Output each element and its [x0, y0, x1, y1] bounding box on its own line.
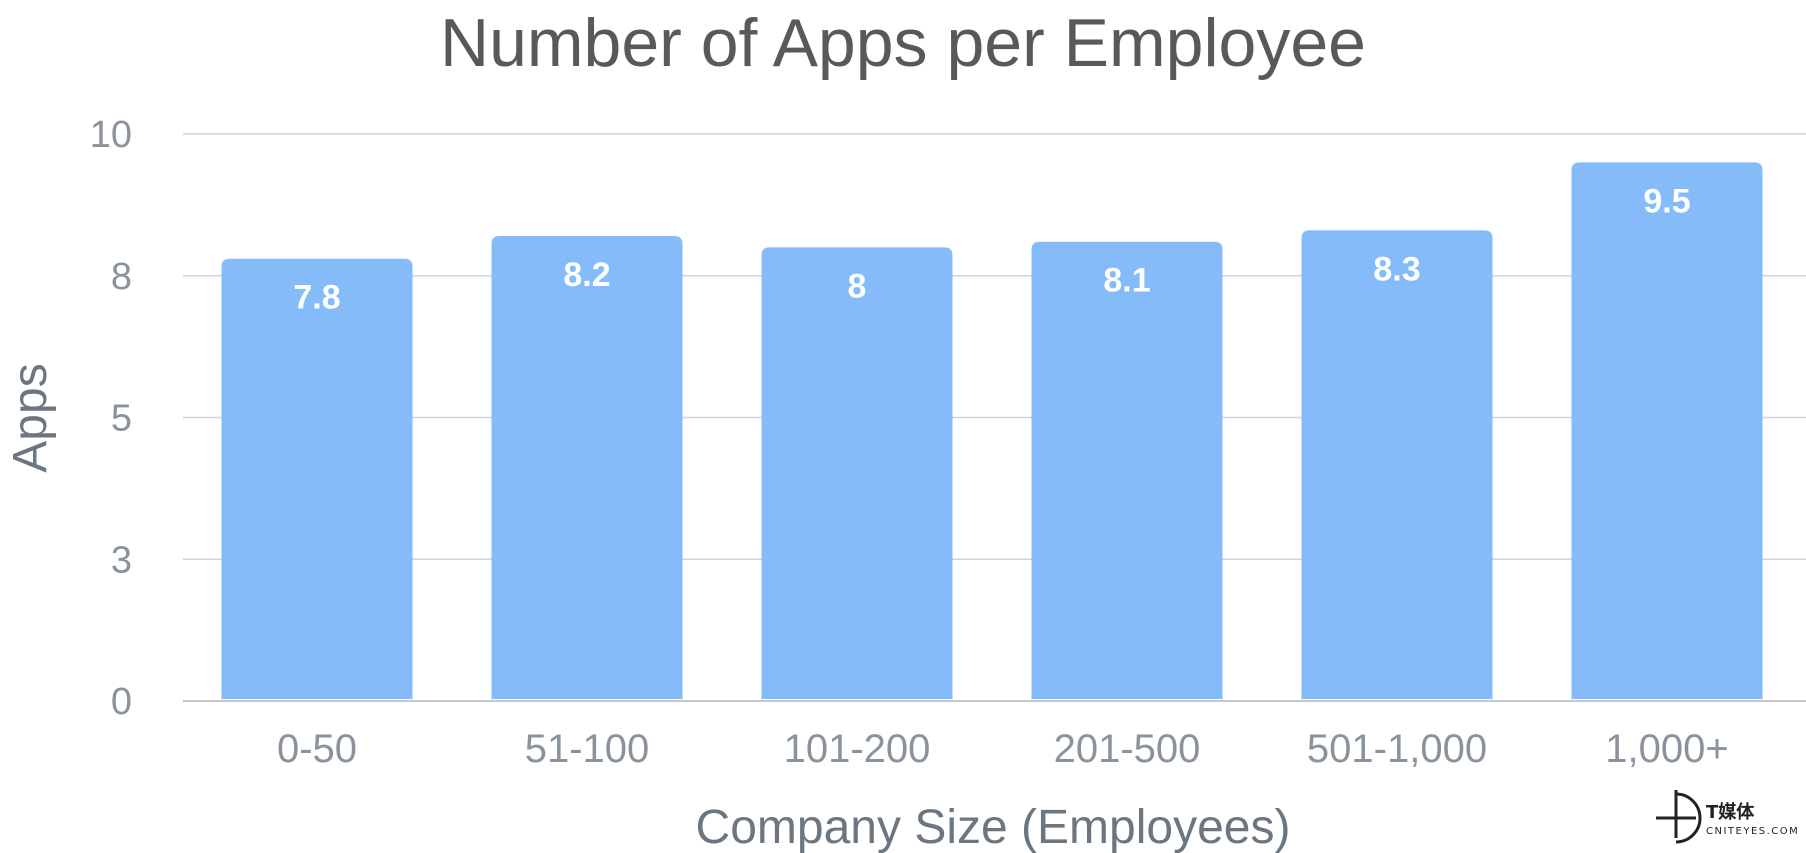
- x-tick-label: 1,000+: [1605, 727, 1728, 771]
- x-tick-label: 501-1,000: [1307, 727, 1487, 771]
- y-tick-label: 10: [90, 114, 132, 156]
- logo-mark-icon: [1656, 790, 1702, 844]
- x-tick-label: 201-500: [1054, 727, 1201, 771]
- y-axis-ticks: 0 3 5 8 10: [90, 114, 132, 723]
- y-tick-label: 0: [111, 681, 132, 723]
- x-tick-label: 51-100: [525, 727, 650, 771]
- watermark-text: T媒体: [1706, 801, 1755, 823]
- bar-value-label: 8.3: [1373, 250, 1420, 288]
- bar: [1301, 230, 1493, 699]
- bar-value-label: 9.5: [1643, 182, 1690, 220]
- y-tick-label: 8: [111, 256, 132, 298]
- watermark-subtext: CNITEYES.COM: [1706, 826, 1799, 837]
- y-tick-label: 3: [111, 539, 132, 581]
- x-axis-label: Company Size (Employees): [696, 801, 1291, 853]
- x-tick-label: 101-200: [784, 727, 931, 771]
- bar: [491, 236, 683, 699]
- bar-value-label: 7.8: [293, 279, 340, 317]
- bar: [221, 258, 413, 699]
- y-tick-label: 5: [111, 398, 132, 440]
- y-axis-label: Apps: [4, 363, 57, 472]
- bar: [1031, 241, 1223, 700]
- gridlines: [183, 133, 1806, 702]
- bar-value-label: 8.1: [1103, 262, 1150, 300]
- bar: [761, 247, 953, 699]
- x-tick-label: 0-50: [277, 727, 357, 771]
- watermark-logo: T媒体 CNITEYES.COM: [1656, 790, 1799, 844]
- bar-value-label: 8.2: [563, 256, 610, 294]
- bars: [221, 162, 1763, 700]
- chart-title: Number of Apps per Employee: [440, 5, 1366, 81]
- bar-value-label: 8: [848, 267, 867, 305]
- data-labels: 7.8 8.2 8 8.1 8.3 9.5: [293, 182, 1690, 316]
- bar: [1571, 162, 1763, 700]
- x-axis-ticks: 0-50 51-100 101-200 201-500 501-1,000 1,000+: [277, 727, 1729, 771]
